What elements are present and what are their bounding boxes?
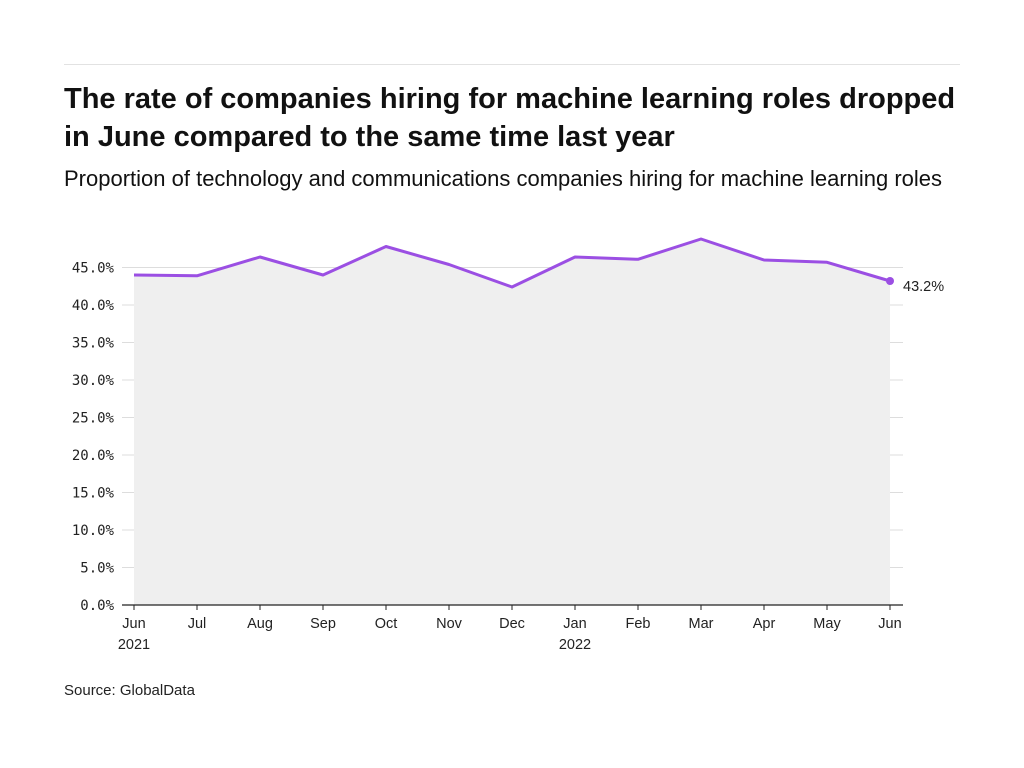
x-axis-ticks: Jun 2021 Jul Aug Sep Oct Nov Dec Jan 2022 Feb Mar Ap… <box>118 605 902 653</box>
chart-subtitle: Proportion of technology and communicati… <box>64 166 943 191</box>
source-note: Source: GlobalData <box>64 682 195 699</box>
y-tick-label: 0.0% <box>80 598 114 614</box>
line-area-chart: 0.0% 5.0% 10.0% 15.0% 20.0% 25.0% 30.0% 35.0% 40… <box>72 237 944 653</box>
area-fill <box>134 239 890 605</box>
x-tick-label: Oct <box>375 616 398 632</box>
x-tick-label: Apr <box>753 616 776 632</box>
y-tick-label: 30.0% <box>72 373 115 389</box>
y-tick-label: 10.0% <box>72 523 115 539</box>
y-axis-ticks: 0.0% 5.0% 10.0% 15.0% 20.0% 25.0% 30.0% 35.0% 40… <box>72 261 115 615</box>
end-value-label: 43.2% <box>903 279 944 295</box>
y-tick-label: 5.0% <box>80 561 114 577</box>
series-line <box>133 237 891 289</box>
y-tick-label: 40.0% <box>72 298 115 314</box>
y-tick-label: 15.0% <box>72 486 115 502</box>
chart-title: The rate of companies hiring for machine… <box>64 83 956 153</box>
y-tick-label: 20.0% <box>72 448 115 464</box>
x-tick-label: Dec <box>499 616 525 632</box>
y-tick-label: 35.0% <box>72 336 115 352</box>
top-divider <box>64 64 960 65</box>
x-tick-label: Jul <box>188 616 207 632</box>
y-tick-label: 45.0% <box>72 261 115 277</box>
x-tick-label: Mar <box>689 616 714 632</box>
x-tick-label: Sep <box>310 616 336 632</box>
end-point-marker <box>886 277 894 285</box>
y-tick-label: 25.0% <box>72 411 115 427</box>
x-tick-label: Nov <box>436 616 463 632</box>
x-tick-label: Feb <box>626 616 651 632</box>
x-tick-label: May <box>813 616 841 632</box>
x-tick-label: Jan <box>563 616 586 632</box>
x-tick-year-label: 2022 <box>559 637 591 653</box>
x-tick-year-label: 2021 <box>118 637 150 653</box>
x-tick-label: Aug <box>247 616 273 632</box>
x-tick-label: Jun <box>122 616 145 632</box>
x-tick-label: Jun <box>878 616 901 632</box>
